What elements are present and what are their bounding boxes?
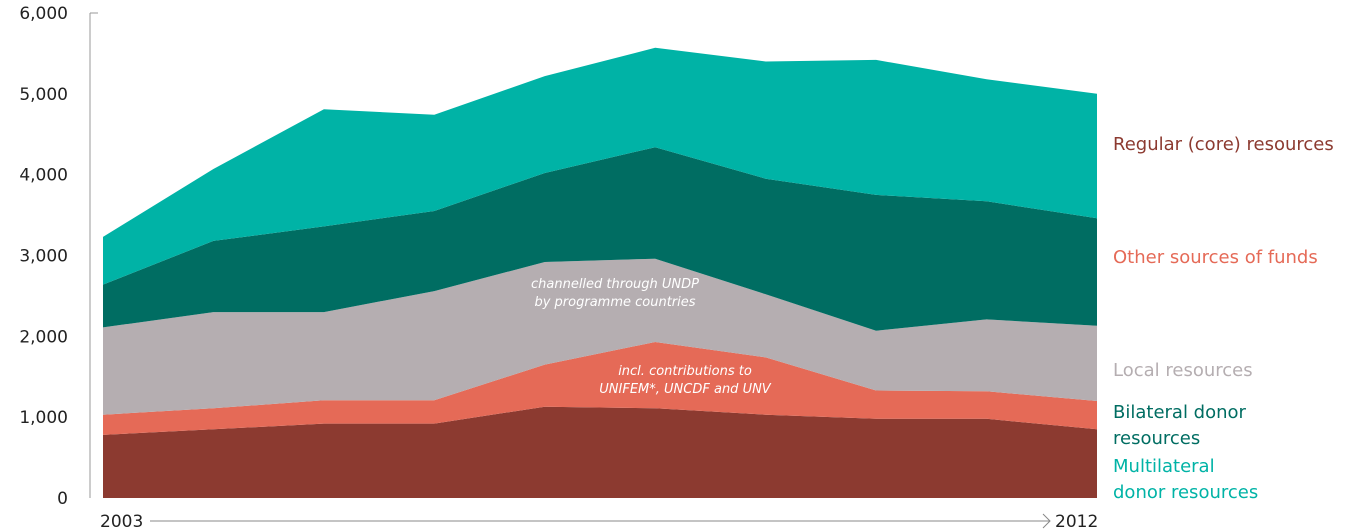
axes bbox=[89, 12, 1051, 529]
legend-entry: Bilateral donor resources bbox=[1113, 402, 1246, 449]
area-series-2 bbox=[103, 258, 1097, 415]
annotation-text: channelled through UNDP by programme coun… bbox=[531, 277, 699, 310]
legend-entry: Local resources bbox=[1113, 360, 1253, 381]
y-tick-label: 2,000 bbox=[19, 327, 68, 347]
y-tick-label: 1,000 bbox=[19, 408, 68, 428]
area-series-1 bbox=[103, 342, 1097, 435]
legend-entry: Multilateral donor resources bbox=[1113, 456, 1259, 503]
area-layers bbox=[103, 47, 1097, 498]
x-tick-label: 2012 bbox=[1055, 512, 1098, 531]
annotations: channelled through UNDP by programme coun… bbox=[531, 277, 772, 397]
y-tick-label: 0 bbox=[57, 489, 68, 509]
x-tick-labels: 2003 2012 bbox=[100, 512, 1098, 531]
area-series-4 bbox=[103, 47, 1097, 285]
legend-entry: Other sources of funds bbox=[1113, 247, 1318, 268]
y-tick-labels: 0 1,000 2,000 3,000 4,000 5,000 6,000 bbox=[19, 4, 68, 509]
legend-entry: Regular (core) resources bbox=[1113, 134, 1334, 155]
annotation-text: incl. contributions to UNIFEM*, UNCDF and… bbox=[599, 364, 772, 397]
y-tick-label: 3,000 bbox=[19, 247, 68, 267]
area-series-3 bbox=[103, 147, 1097, 331]
y-tick-label: 5,000 bbox=[19, 85, 68, 105]
y-tick-label: 4,000 bbox=[19, 166, 68, 186]
x-axis-arrowhead bbox=[1042, 513, 1051, 529]
area-series-0 bbox=[103, 406, 1097, 498]
y-tick-label: 6,000 bbox=[19, 4, 68, 24]
x-tick-label: 2003 bbox=[100, 512, 143, 531]
